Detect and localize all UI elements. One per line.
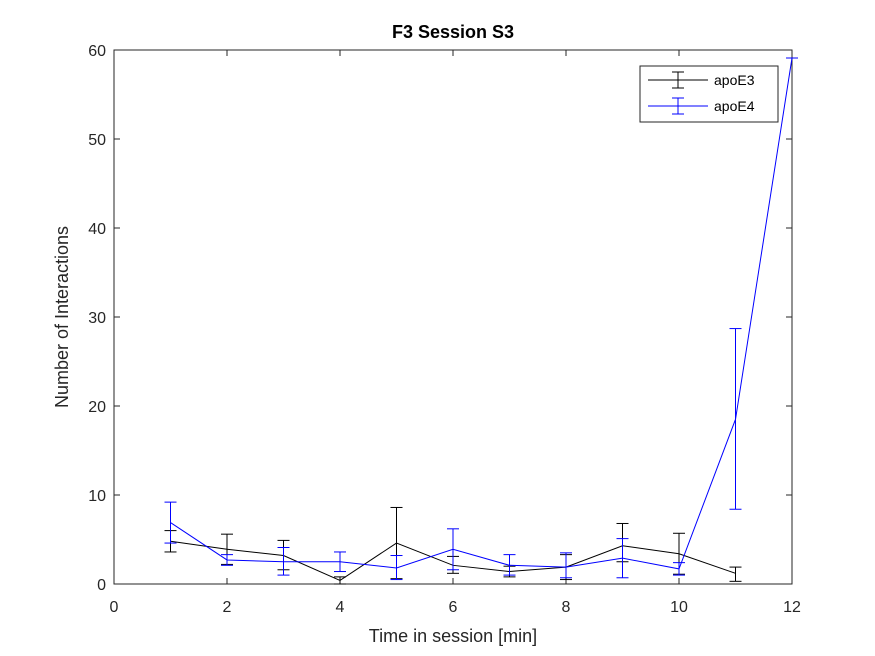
y-axis: 0 10 20 30 40 50 60 (88, 43, 792, 594)
y-tick-label: 30 (88, 310, 106, 327)
legend-label-apoE3: apoE3 (714, 72, 755, 88)
legend: apoE3 apoE4 (639, 65, 779, 123)
y-axis-label: Number of Interactions (52, 226, 72, 408)
x-tick-label: 2 (223, 599, 232, 616)
x-axis: 0 2 4 6 8 10 12 (110, 50, 801, 616)
y-tick-label: 20 (88, 399, 106, 416)
series-line-apoE4 (170, 57, 793, 570)
y-tick-label: 0 (97, 577, 106, 594)
y-tick-label: 50 (88, 132, 106, 149)
chart-title: F3 Session S3 (392, 22, 514, 42)
x-tick-label: 10 (670, 599, 688, 616)
series-layer (164, 57, 798, 585)
x-tick-label: 4 (336, 599, 345, 616)
x-tick-label: 6 (449, 599, 458, 616)
plot-area (113, 49, 793, 585)
x-tick-label: 8 (562, 599, 571, 616)
x-axis-label: Time in session [min] (369, 626, 537, 646)
y-tick-label: 40 (88, 221, 106, 238)
x-tick-label: 0 (110, 599, 119, 616)
legend-label-apoE4: apoE4 (714, 98, 755, 114)
y-tick-label: 60 (88, 43, 106, 60)
y-tick-label: 10 (88, 488, 106, 505)
x-tick-label: 12 (783, 599, 801, 616)
legend-box (639, 65, 779, 123)
series-apoE4 (164, 57, 798, 581)
